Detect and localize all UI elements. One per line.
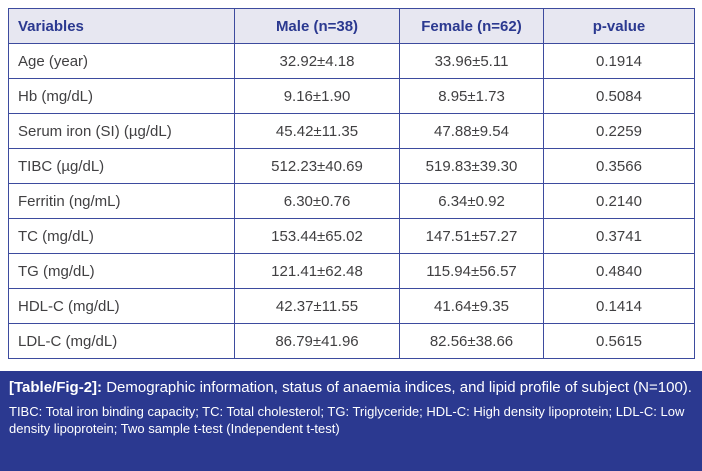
cell-female: 41.64±9.35 [399,288,544,324]
cell-pvalue: 0.2259 [543,113,695,149]
cell-male: 153.44±65.02 [234,218,400,254]
cell-variable: TIBC (µg/dL) [8,148,235,184]
cell-variable: Age (year) [8,43,235,79]
cell-female: 33.96±5.11 [399,43,544,79]
table-row: LDL-C (mg/dL) 86.79±41.96 82.56±38.66 0.… [8,323,695,359]
cell-male: 45.42±11.35 [234,113,400,149]
cell-female: 8.95±1.73 [399,78,544,114]
cell-pvalue: 0.5084 [543,78,695,114]
cell-pvalue: 0.3566 [543,148,695,184]
table-row: Ferritin (ng/mL) 6.30±0.76 6.34±0.92 0.2… [8,183,695,219]
cell-pvalue: 0.1414 [543,288,695,324]
cell-female: 147.51±57.27 [399,218,544,254]
cell-variable: Serum iron (SI) (µg/dL) [8,113,235,149]
column-header-variables: Variables [8,8,235,44]
table-row: Hb (mg/dL) 9.16±1.90 8.95±1.73 0.5084 [8,78,695,114]
table-row: TC (mg/dL) 153.44±65.02 147.51±57.27 0.3… [8,218,695,254]
cell-variable: Ferritin (ng/mL) [8,183,235,219]
cell-variable: LDL-C (mg/dL) [8,323,235,359]
cell-pvalue: 0.5615 [543,323,695,359]
cell-pvalue: 0.4840 [543,253,695,289]
cell-female: 115.94±56.57 [399,253,544,289]
caption-label: [Table/Fig-2]: [9,379,103,396]
table-container: Variables Male (n=38) Female (n=62) p-va… [8,8,695,359]
cell-male: 42.37±11.55 [234,288,400,324]
cell-female: 519.83±39.30 [399,148,544,184]
cell-variable: HDL-C (mg/dL) [8,288,235,324]
cell-male: 86.79±41.96 [234,323,400,359]
column-header-female: Female (n=62) [399,8,544,44]
column-header-male: Male (n=38) [234,8,400,44]
table-row: TIBC (µg/dL) 512.23±40.69 519.83±39.30 0… [8,148,695,184]
header-row: Variables Male (n=38) Female (n=62) p-va… [8,8,695,44]
cell-male: 121.41±62.48 [234,253,400,289]
table-row: Age (year) 32.92±4.18 33.96±5.11 0.1914 [8,43,695,79]
cell-female: 6.34±0.92 [399,183,544,219]
caption-text: Demographic information, status of anaem… [106,379,692,396]
column-header-pvalue: p-value [543,8,695,44]
cell-variable: Hb (mg/dL) [8,78,235,114]
table-row: Serum iron (SI) (µg/dL) 45.42±11.35 47.8… [8,113,695,149]
footnote-text: TIBC: Total iron binding capacity; TC: T… [9,403,685,436]
data-table: Variables Male (n=38) Female (n=62) p-va… [8,8,695,359]
caption-block: [Table/Fig-2]: Demographic information, … [0,371,702,471]
table-row: HDL-C (mg/dL) 42.37±11.55 41.64±9.35 0.1… [8,288,695,324]
cell-male: 9.16±1.90 [234,78,400,114]
cell-female: 47.88±9.54 [399,113,544,149]
cell-pvalue: 0.3741 [543,218,695,254]
table-row: TG (mg/dL) 121.41±62.48 115.94±56.57 0.4… [8,253,695,289]
cell-male: 512.23±40.69 [234,148,400,184]
cell-pvalue: 0.1914 [543,43,695,79]
cell-variable: TG (mg/dL) [8,253,235,289]
cell-pvalue: 0.2140 [543,183,695,219]
cell-female: 82.56±38.66 [399,323,544,359]
cell-male: 32.92±4.18 [234,43,400,79]
table-caption: [Table/Fig-2]: Demographic information, … [9,378,692,398]
cell-variable: TC (mg/dL) [8,218,235,254]
cell-male: 6.30±0.76 [234,183,400,219]
